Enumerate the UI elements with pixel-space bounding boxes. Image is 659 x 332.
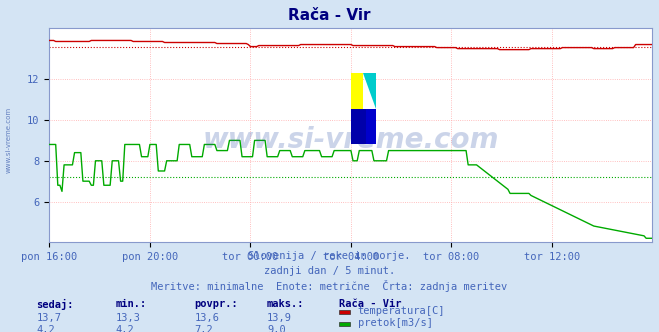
Text: zadnji dan / 5 minut.: zadnji dan / 5 minut. <box>264 266 395 276</box>
Bar <box>366 109 376 144</box>
Text: 9,0: 9,0 <box>267 325 285 332</box>
Text: 4,2: 4,2 <box>36 325 55 332</box>
Text: Rača - Vir: Rača - Vir <box>339 299 402 309</box>
Text: sedaj:: sedaj: <box>36 299 74 310</box>
Text: 13,6: 13,6 <box>194 313 219 323</box>
Text: 13,3: 13,3 <box>115 313 140 323</box>
Text: 4,2: 4,2 <box>115 325 134 332</box>
Text: 13,9: 13,9 <box>267 313 292 323</box>
Text: min.:: min.: <box>115 299 146 309</box>
Bar <box>351 109 366 144</box>
Text: Rača - Vir: Rača - Vir <box>288 8 371 23</box>
Text: povpr.:: povpr.: <box>194 299 238 309</box>
Text: www.si-vreme.com: www.si-vreme.com <box>5 106 11 173</box>
Text: pretok[m3/s]: pretok[m3/s] <box>358 318 433 328</box>
Text: maks.:: maks.: <box>267 299 304 309</box>
Bar <box>351 73 364 109</box>
Text: www.si-vreme.com: www.si-vreme.com <box>203 125 499 154</box>
Polygon shape <box>364 73 376 109</box>
Text: 7,2: 7,2 <box>194 325 213 332</box>
Text: temperatura[C]: temperatura[C] <box>358 306 445 316</box>
Text: 13,7: 13,7 <box>36 313 61 323</box>
Text: Slovenija / reke in morje.: Slovenija / reke in morje. <box>248 251 411 261</box>
Text: Meritve: minimalne  Enote: metrične  Črta: zadnja meritev: Meritve: minimalne Enote: metrične Črta:… <box>152 280 507 292</box>
